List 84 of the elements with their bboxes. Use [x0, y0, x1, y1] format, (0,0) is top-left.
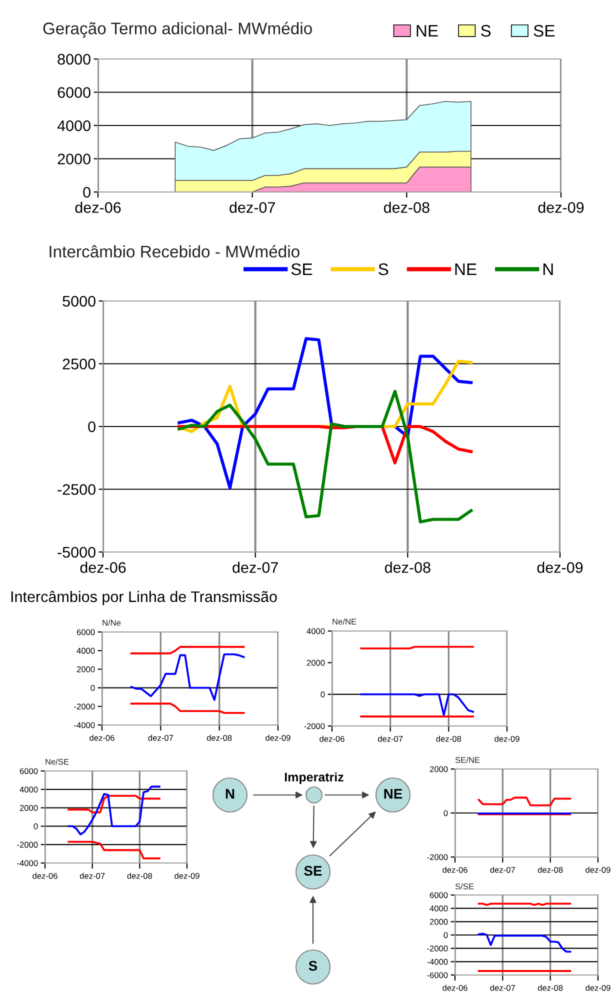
y-tick-label: 6000 [20, 768, 38, 774]
x-tick-label: dez-09 [538, 202, 584, 213]
y-tick-label: 2000 [58, 154, 90, 164]
y-tick-label: -5000 [58, 546, 96, 558]
x-tick-label: dez-09 [586, 866, 610, 873]
x-tick-label: dez-07 [148, 734, 173, 741]
text: NE [384, 789, 402, 799]
y-tick-label: -2000 [74, 704, 95, 710]
x-tick-label: dez-06 [442, 984, 468, 991]
x-tick-label: dez-07 [490, 984, 515, 991]
x-tick-label: dez-08 [436, 736, 462, 742]
chart-title: Intercâmbio Recebido - MWmédio [50, 245, 300, 258]
y-tick-label: -4000 [17, 860, 38, 866]
y-tick-label: 5000 [62, 296, 96, 307]
y-tick-label: -2000 [304, 723, 325, 730]
x-tick-label: dez-06 [320, 736, 344, 742]
y-tick-label: -4000 [427, 958, 448, 965]
y-tick-label: -6000 [427, 972, 448, 978]
x-tick-label: dez-09 [537, 562, 583, 573]
x-tick-label: dez-07 [80, 872, 105, 879]
x-tick-label: dez-09 [586, 984, 610, 991]
chart-title: Ne/SE [46, 758, 69, 765]
y-tick-label: -4000 [74, 722, 95, 728]
y-tick-label: 2000 [76, 666, 95, 672]
x-tick-label: dez-09 [266, 734, 290, 741]
text: Intercâmbios por Linha de Transmissão [11, 590, 277, 606]
y-tick-label: 6000 [430, 892, 448, 898]
chart-title: Ne/NE [332, 618, 356, 625]
legend-label: N [543, 264, 553, 276]
x-tick-label: dez-06 [442, 866, 468, 873]
y-tick-label: 0 [320, 692, 325, 698]
x-tick-label: dez-08 [206, 734, 232, 741]
y-tick-label: 0 [83, 186, 90, 198]
text: Imperatriz [284, 772, 344, 784]
x-tick-label: dez-07 [378, 736, 403, 742]
x-tick-label: dez-06 [80, 562, 126, 573]
x-tick-label: dez-09 [174, 872, 200, 879]
chart-title: Geração Termo adicional- MWmédio [43, 22, 312, 38]
y-tick-label: 4000 [306, 628, 325, 634]
x-tick-label: dez-09 [494, 736, 520, 742]
text: N [226, 789, 234, 799]
x-tick-label: dez-07 [490, 866, 515, 873]
legend-label: SE [534, 24, 555, 37]
x-tick-label: dez-06 [32, 872, 58, 879]
y-tick-label: -2500 [58, 484, 96, 495]
y-tick-label: 2000 [20, 805, 38, 811]
legend-label: NE [416, 25, 438, 37]
y-tick-label: 0 [34, 823, 38, 830]
y-tick-label: 8000 [58, 54, 90, 65]
x-tick-label: dez-08 [384, 202, 430, 213]
text: SE [304, 866, 322, 876]
y-tick-label: 0 [444, 810, 448, 816]
text: S [308, 960, 318, 971]
legend-label: S [481, 24, 491, 37]
y-tick-label: 2500 [62, 358, 96, 370]
y-tick-label: -2000 [427, 946, 448, 952]
chart-title: N/Ne [102, 620, 121, 626]
chart-title: S/SE [455, 883, 474, 890]
x-tick-label: dez-06 [90, 734, 114, 741]
chart-title: SE/NE [455, 756, 480, 763]
y-tick-label: 4000 [430, 906, 448, 912]
y-tick-label: 6000 [76, 629, 95, 636]
x-tick-label: dez-08 [384, 562, 430, 573]
y-tick-label: 2000 [430, 766, 448, 772]
x-tick-label: dez-08 [538, 866, 563, 873]
y-tick-label: 4000 [57, 120, 90, 132]
x-tick-label: dez-07 [232, 562, 278, 573]
y-tick-label: -2000 [17, 842, 38, 848]
x-tick-label: dez-08 [127, 872, 152, 879]
y-tick-label: 0 [90, 685, 95, 691]
legend-label: SE [291, 263, 312, 276]
y-tick-label: 2000 [430, 918, 448, 925]
y-tick-label: 2000 [306, 660, 325, 666]
y-tick-label: 6000 [58, 87, 90, 98]
y-tick-label: 0 [444, 932, 448, 938]
legend-label: S [378, 263, 388, 276]
y-tick-label: -2000 [427, 854, 448, 860]
y-tick-label: 4000 [76, 648, 95, 654]
y-tick-label: 4000 [20, 786, 38, 792]
y-tick-label: 0 [88, 421, 96, 432]
legend-label: NE [455, 264, 476, 276]
x-tick-label: dez-06 [75, 202, 121, 213]
x-tick-label: dez-07 [230, 202, 275, 213]
x-tick-label: dez-08 [538, 984, 563, 991]
